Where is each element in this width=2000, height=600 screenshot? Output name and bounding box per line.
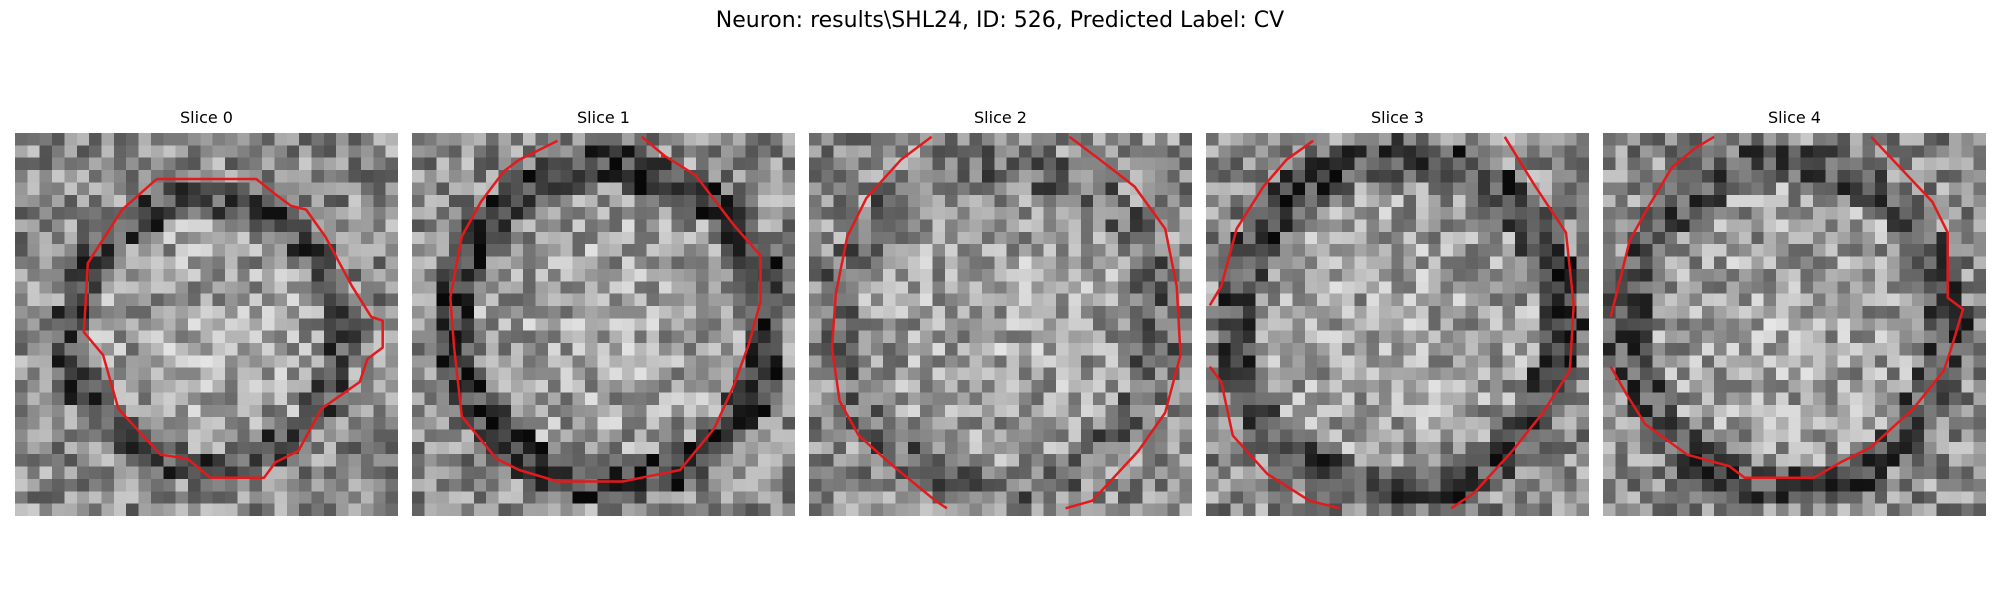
roi-contour xyxy=(1609,135,1715,318)
slice-title: Slice 2 xyxy=(974,108,1027,127)
pixel-grid xyxy=(15,133,398,516)
roi-contour xyxy=(1208,139,1314,306)
slice-title: Slice 1 xyxy=(577,108,630,127)
slice-image-0 xyxy=(15,133,398,516)
roi-contour xyxy=(82,177,384,479)
roi-contour xyxy=(1208,365,1341,510)
pixel-grid xyxy=(809,133,1192,516)
roi-contour xyxy=(1609,135,1965,479)
pixel-grid xyxy=(1603,133,1986,516)
pixel-grid xyxy=(1206,133,1589,516)
slice-image-1 xyxy=(412,133,795,516)
pixel-grid xyxy=(412,133,795,516)
figure-title: Neuron: results\SHL24, ID: 526, Predicte… xyxy=(715,8,1285,33)
slice-image-3 xyxy=(1206,133,1589,516)
slice-image-4 xyxy=(1603,133,1986,516)
roi-contour xyxy=(830,135,948,510)
slice-image-2 xyxy=(809,133,1192,516)
roi-contour xyxy=(1450,136,1575,510)
slice-title: Slice 3 xyxy=(1371,108,1424,127)
roi-contour xyxy=(1065,135,1182,510)
roi-contour xyxy=(449,135,762,483)
slice-title: Slice 4 xyxy=(1768,108,1821,127)
slice-title: Slice 0 xyxy=(180,108,233,127)
